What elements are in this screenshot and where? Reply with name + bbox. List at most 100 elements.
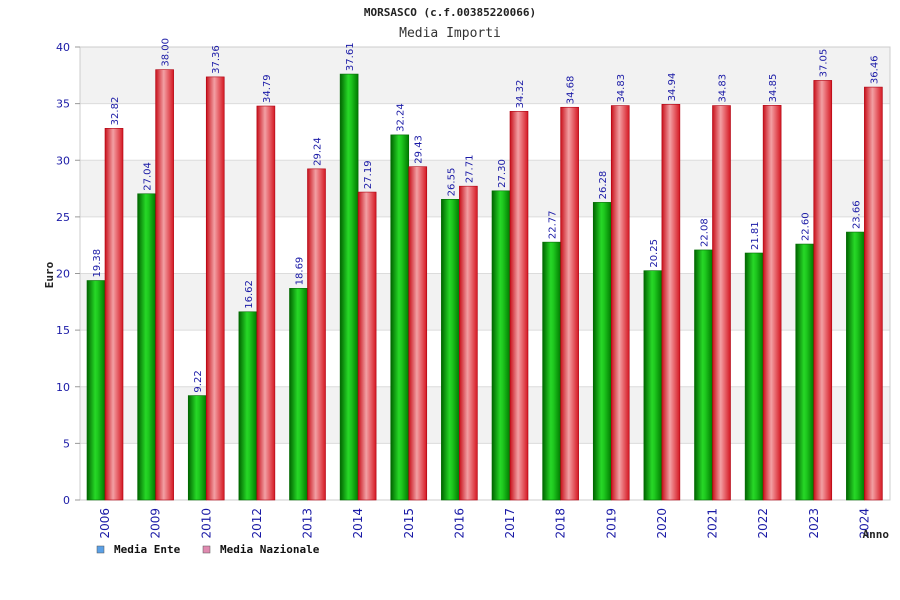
bar-media-ente-2014 bbox=[339, 73, 359, 501]
y-tick-label: 10 bbox=[56, 381, 70, 394]
bar-media-nazionale-2016 bbox=[459, 185, 478, 501]
bar-media-nazionale-2013 bbox=[307, 168, 326, 501]
data-label-media-nazionale-2021: 34.83 bbox=[718, 74, 729, 103]
x-tick-label: 2016 bbox=[452, 508, 466, 539]
data-label-media-nazionale-2024: 36.46 bbox=[869, 55, 880, 84]
data-label-media-ente-2014: 37.61 bbox=[345, 42, 356, 71]
legend: Media Ente Media Nazionale bbox=[96, 543, 320, 556]
bar-media-ente-2013 bbox=[289, 288, 308, 501]
data-label-media-nazionale-2020: 34.94 bbox=[667, 73, 678, 102]
bar-media-nazionale-2014 bbox=[357, 191, 377, 501]
x-axis-label: Anno bbox=[863, 528, 890, 541]
legend-label-media-nazionale: Media Nazionale bbox=[220, 543, 320, 556]
data-label-media-ente-2017: 27.30 bbox=[497, 159, 508, 188]
data-label-media-ente-2010: 9.22 bbox=[193, 370, 204, 392]
data-label-media-nazionale-2015: 29.43 bbox=[414, 135, 425, 164]
data-label-media-nazionale-2023: 37.05 bbox=[819, 49, 830, 78]
chart-title: MORSASCO (c.f.00385220066) bbox=[364, 6, 536, 19]
y-tick-label: 35 bbox=[56, 98, 70, 111]
bars: 19.38 32.82 27.04 38.00 9.22 37.36 16.62 34.79 1… bbox=[86, 38, 883, 501]
bar-media-nazionale-2010 bbox=[205, 76, 225, 501]
bar-media-nazionale-2018 bbox=[560, 106, 579, 501]
data-label-media-ente-2018: 22.77 bbox=[548, 210, 559, 239]
y-tick-label: 15 bbox=[56, 324, 70, 337]
data-label-media-nazionale-2010: 37.36 bbox=[211, 45, 222, 74]
x-tick-label: 2006 bbox=[98, 508, 112, 539]
bar-media-ente-2019 bbox=[592, 202, 612, 501]
bar-media-ente-2016 bbox=[441, 199, 460, 501]
bar-media-nazionale-2009 bbox=[155, 69, 174, 501]
x-axis-ticks: 2006 2009 2010 2012 2013 2014 2015 2016 2017 2018… bbox=[98, 508, 871, 539]
bar-media-ente-2010 bbox=[187, 395, 207, 501]
bar-media-nazionale-2024 bbox=[864, 86, 883, 501]
bar-media-ente-2009 bbox=[137, 193, 156, 501]
bar-media-nazionale-2015 bbox=[408, 166, 428, 501]
bar-media-nazionale-2023 bbox=[813, 80, 833, 501]
data-label-media-nazionale-2013: 29.24 bbox=[313, 137, 324, 166]
y-axis-ticks: 0 5 10 15 20 25 30 35 40 bbox=[56, 41, 80, 507]
x-tick-label: 2017 bbox=[503, 508, 517, 539]
data-label-media-nazionale-2009: 38.00 bbox=[161, 38, 172, 67]
x-tick-label: 2018 bbox=[554, 508, 568, 539]
x-tick-label: 2022 bbox=[756, 508, 770, 539]
data-label-media-ente-2021: 22.08 bbox=[700, 218, 711, 247]
y-axis-label: Euro bbox=[43, 261, 56, 288]
bar-media-nazionale-2021 bbox=[712, 105, 731, 501]
x-tick-label: 2014 bbox=[351, 508, 365, 539]
legend-label-media-ente: Media Ente bbox=[114, 543, 181, 556]
data-label-media-ente-2023: 22.60 bbox=[801, 212, 812, 241]
y-tick-label: 25 bbox=[56, 211, 70, 224]
data-label-media-nazionale-2017: 34.32 bbox=[515, 80, 526, 109]
y-tick-label: 30 bbox=[56, 154, 70, 167]
y-tick-label: 40 bbox=[56, 41, 70, 54]
bar-media-ente-2018 bbox=[542, 241, 561, 501]
bar-media-ente-2024 bbox=[846, 231, 865, 501]
data-label-media-nazionale-2019: 34.83 bbox=[616, 74, 627, 103]
y-tick-label: 20 bbox=[56, 268, 70, 281]
x-tick-label: 2015 bbox=[402, 508, 416, 539]
legend-swatch-media-nazionale bbox=[202, 545, 211, 554]
data-label-media-nazionale-2022: 34.85 bbox=[768, 74, 779, 103]
x-tick-label: 2021 bbox=[706, 508, 720, 539]
data-label-media-ente-2012: 16.62 bbox=[244, 280, 255, 309]
x-tick-label: 2009 bbox=[149, 508, 163, 539]
data-label-media-ente-2016: 26.55 bbox=[446, 168, 457, 197]
x-tick-label: 2012 bbox=[250, 508, 264, 539]
bar-media-nazionale-2006 bbox=[104, 128, 124, 501]
data-label-media-ente-2020: 20.25 bbox=[649, 239, 660, 268]
y-tick-label: 5 bbox=[63, 437, 70, 450]
data-label-media-nazionale-2014: 27.19 bbox=[363, 160, 374, 189]
data-label-media-nazionale-2018: 34.68 bbox=[566, 76, 577, 105]
bar-media-ente-2020 bbox=[643, 270, 663, 501]
chart-subtitle: Media Importi bbox=[399, 26, 501, 41]
data-label-media-ente-2022: 21.81 bbox=[750, 221, 761, 250]
bar-media-ente-2012 bbox=[238, 311, 258, 501]
data-label-media-ente-2015: 32.24 bbox=[396, 103, 407, 132]
bar-media-nazionale-2020 bbox=[661, 104, 681, 501]
bar-media-nazionale-2019 bbox=[610, 105, 630, 501]
y-tick-label: 0 bbox=[63, 494, 70, 507]
bar-media-ente-2021 bbox=[694, 249, 713, 501]
x-tick-label: 2010 bbox=[199, 508, 213, 539]
data-label-media-nazionale-2016: 27.71 bbox=[464, 155, 475, 184]
bar-media-ente-2022 bbox=[744, 252, 764, 501]
bar-media-nazionale-2012 bbox=[256, 105, 276, 501]
x-tick-label: 2019 bbox=[604, 508, 618, 539]
data-label-media-nazionale-2012: 34.79 bbox=[262, 74, 273, 103]
bar-media-nazionale-2022 bbox=[762, 105, 782, 501]
bar-media-nazionale-2017 bbox=[509, 111, 529, 501]
data-label-media-ente-2009: 27.04 bbox=[143, 162, 154, 191]
x-tick-label: 2024 bbox=[857, 508, 871, 539]
data-label-media-ente-2024: 23.66 bbox=[851, 200, 862, 229]
bar-media-ente-2017 bbox=[491, 190, 511, 501]
x-tick-label: 2020 bbox=[655, 508, 669, 539]
bar-media-ente-2015 bbox=[390, 134, 410, 501]
data-label-media-ente-2013: 18.69 bbox=[295, 257, 306, 286]
x-tick-label: 2013 bbox=[301, 508, 315, 539]
data-label-media-ente-2006: 19.38 bbox=[92, 249, 103, 278]
legend-swatch-media-ente bbox=[96, 545, 105, 554]
x-tick-label: 2023 bbox=[807, 508, 821, 539]
bar-media-ente-2006 bbox=[86, 280, 106, 501]
